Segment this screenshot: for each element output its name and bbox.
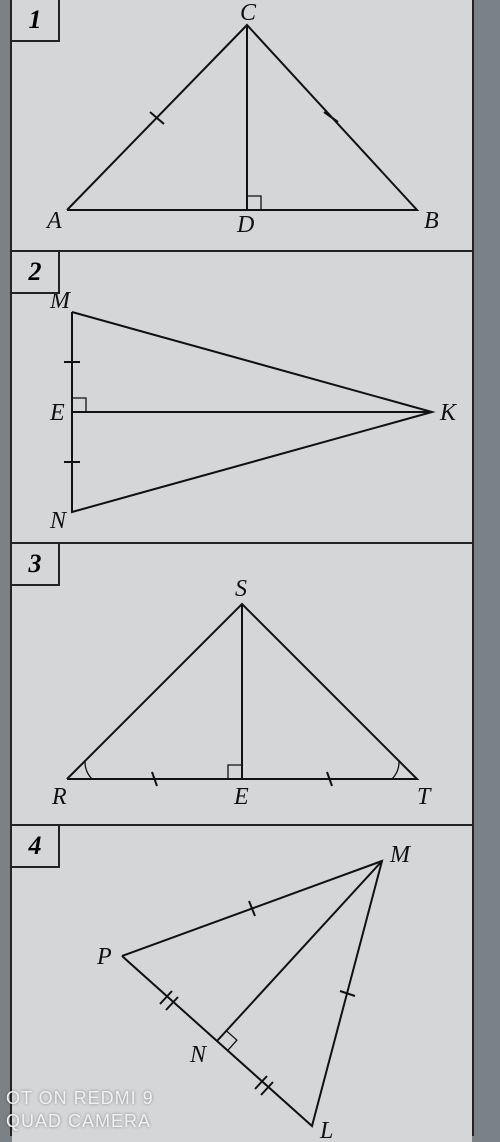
- panel-1: 1 A B C D: [12, 0, 472, 252]
- page-root: 1 A B C D: [0, 0, 500, 1136]
- label-c: C: [240, 0, 257, 26]
- right-angle-e2: [72, 398, 86, 412]
- label-n4: N: [189, 1042, 208, 1068]
- triangle-pml: [122, 861, 382, 1126]
- panel-2: 2 M N K E: [12, 252, 472, 544]
- label-r: R: [51, 784, 67, 810]
- panel-number-1: 1: [12, 0, 60, 42]
- panel-number-3: 3: [12, 544, 60, 586]
- right-angle-d: [247, 196, 261, 210]
- diagram-1: A B C D: [12, 0, 472, 250]
- label-t: T: [417, 784, 432, 810]
- right-angle-e3: [228, 765, 242, 779]
- dtick-nl: [255, 1076, 273, 1095]
- diagram-3: R T S E: [12, 544, 472, 824]
- angle-r: [85, 761, 92, 779]
- diagram-2: M N K E: [12, 252, 472, 542]
- label-e3: E: [233, 784, 249, 810]
- label-n2: N: [49, 508, 68, 534]
- right-angle-n: [226, 1031, 237, 1051]
- label-m4: M: [389, 842, 412, 868]
- camera-watermark: OT ON REDMI 9 QUAD CAMERA: [0, 1083, 160, 1136]
- label-e2: E: [49, 400, 65, 426]
- tick-bc: [324, 112, 338, 122]
- label-k: K: [439, 400, 458, 426]
- panel-3: 3 R T S E: [12, 544, 472, 826]
- label-b: B: [424, 208, 439, 234]
- dtick-pn: [160, 991, 178, 1010]
- triangle-abc: [67, 25, 417, 210]
- watermark-line1: OT ON REDMI 9: [6, 1087, 154, 1110]
- watermark-line2: QUAD CAMERA: [6, 1110, 154, 1133]
- label-s: S: [235, 576, 247, 602]
- angle-t: [392, 761, 399, 779]
- panel-number-4: 4: [12, 826, 60, 868]
- label-a: A: [45, 208, 62, 234]
- label-p: P: [96, 944, 112, 970]
- label-d: D: [236, 212, 254, 238]
- panel-number-2: 2: [12, 252, 60, 294]
- label-l: L: [319, 1118, 333, 1142]
- worksheet-sheet: 1 A B C D: [10, 0, 474, 1136]
